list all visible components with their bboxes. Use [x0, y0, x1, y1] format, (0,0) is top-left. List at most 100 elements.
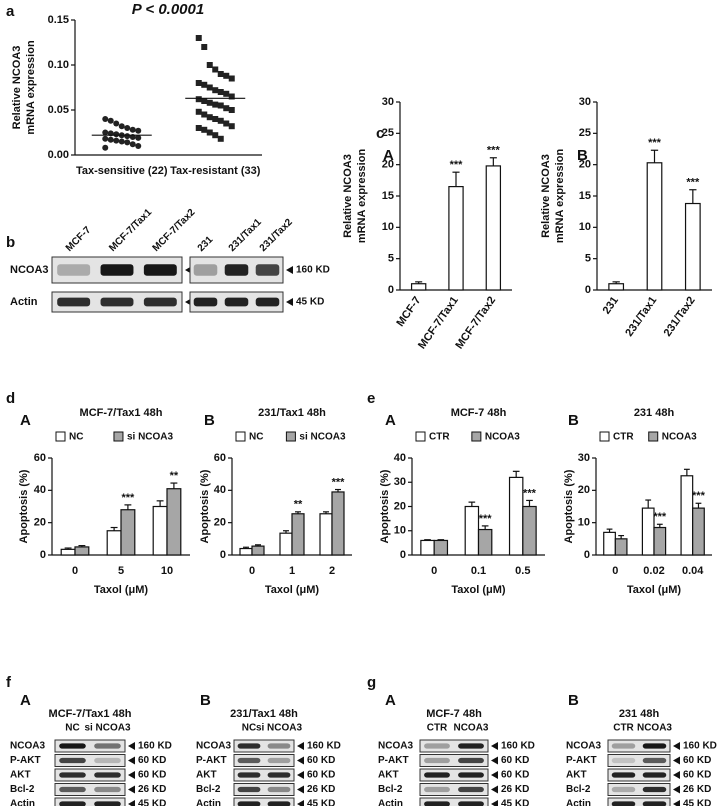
size-label: 160 KD [296, 265, 330, 276]
blot-band [255, 264, 280, 276]
bar [485, 165, 502, 291]
data-point [113, 137, 120, 144]
blot-band [94, 801, 121, 806]
blot-band [611, 757, 636, 764]
lane-label: MCF-7/Tax2 [151, 207, 198, 254]
blot-row [54, 797, 126, 806]
y-tick-label: 30 [578, 452, 590, 464]
chart-title: MCF-7/Tax1 48h [80, 407, 163, 419]
panel-letter: c [376, 125, 384, 142]
bar [508, 476, 524, 556]
legend-label: NC [249, 432, 263, 443]
x-tick-label: Tax-sensitive (22) [76, 165, 168, 177]
blot-band [424, 772, 450, 778]
annotation: *** [479, 513, 493, 525]
data-point [201, 126, 208, 133]
data-point [228, 93, 235, 100]
legend-swatch [113, 431, 124, 442]
blot-band [642, 786, 667, 793]
row-label: Actin [378, 799, 403, 806]
size-arrow [491, 800, 498, 806]
size-arrow [297, 800, 304, 806]
legend-label: NC [69, 432, 83, 443]
data-point [206, 62, 213, 68]
lane-label: 231 [196, 234, 216, 254]
y-tick-label: 0 [400, 549, 406, 561]
blot-band [193, 297, 218, 307]
data-point [223, 90, 230, 97]
size-label: 45 KD [307, 799, 335, 806]
size-arrow [673, 785, 680, 794]
blot-band [193, 264, 218, 276]
data-point [135, 127, 142, 134]
legend-label: CTR [429, 432, 450, 443]
size-label: 60 KD [138, 755, 166, 766]
bar [410, 283, 427, 291]
blot-title: MCF-7 48h [426, 708, 482, 720]
bar [331, 491, 345, 556]
chart-title: 231/Tax1 48h [258, 407, 326, 419]
bar [120, 509, 136, 556]
blot-band [59, 786, 86, 793]
row-label: NCOA3 [10, 264, 49, 276]
blot-row [607, 783, 671, 796]
data-point [195, 108, 202, 115]
blot-band [100, 297, 134, 307]
bar [152, 505, 168, 556]
y-tick-label: 20 [394, 500, 406, 512]
row-label: Bcl-2 [196, 784, 221, 795]
y-tick-label: 10 [394, 525, 406, 537]
data-point [223, 72, 230, 79]
blot-band [611, 786, 636, 793]
y-tick-label: 40 [34, 484, 46, 496]
data-point [201, 44, 208, 50]
blot-band [224, 264, 249, 276]
y-tick-label: 5 [585, 253, 591, 265]
data-point [201, 98, 208, 104]
blot-row [54, 739, 126, 753]
size-label: 45 KD [683, 799, 711, 806]
y-tick-label: 40 [214, 484, 226, 496]
data-point [217, 71, 224, 77]
legend-swatch [285, 431, 296, 442]
annotation: *** [332, 476, 346, 488]
sub-panel-label: A [385, 692, 396, 709]
size-label: 160 KD [138, 741, 172, 752]
annotation: *** [523, 487, 537, 499]
x-tick-label: 5 [118, 565, 124, 577]
size-arrow [673, 771, 680, 779]
blot-band [642, 757, 667, 764]
row-label: NCOA3 [10, 741, 45, 752]
blot-row [233, 783, 295, 796]
y-axis-label: Apoptosis (%) [563, 469, 575, 543]
x-tick-label: 0 [431, 565, 437, 577]
blot-row [54, 754, 126, 767]
y-tick-label: 10 [578, 517, 590, 529]
data-point [124, 139, 131, 146]
y-tick-label: 0 [40, 549, 46, 561]
x-tick-label: 10 [161, 565, 173, 577]
blot-row [607, 797, 671, 806]
blot-row [54, 768, 126, 782]
blot-row [419, 739, 489, 753]
annotation: *** [648, 137, 662, 149]
data-point [206, 99, 213, 106]
annotation: *** [450, 159, 464, 171]
bar [433, 539, 449, 556]
data-point [195, 35, 202, 41]
y-tick-label: 0.00 [48, 149, 69, 161]
row-label: AKT [378, 770, 399, 781]
annotation: ** [170, 470, 179, 482]
data-point [223, 120, 230, 127]
lane-label: MCF-7 [64, 224, 94, 254]
row-label: NCOA3 [378, 741, 413, 752]
blot-band [458, 772, 484, 778]
blot-band [94, 757, 121, 764]
x-tick-label: 1 [289, 565, 295, 577]
annotation: *** [121, 492, 135, 504]
x-tick-label: 0 [72, 565, 78, 577]
x-tick-label: 231 [601, 295, 621, 317]
size-label: 45 KD [296, 297, 324, 308]
y-tick-label: 30 [579, 96, 591, 108]
y-tick-label: 15 [579, 190, 591, 202]
